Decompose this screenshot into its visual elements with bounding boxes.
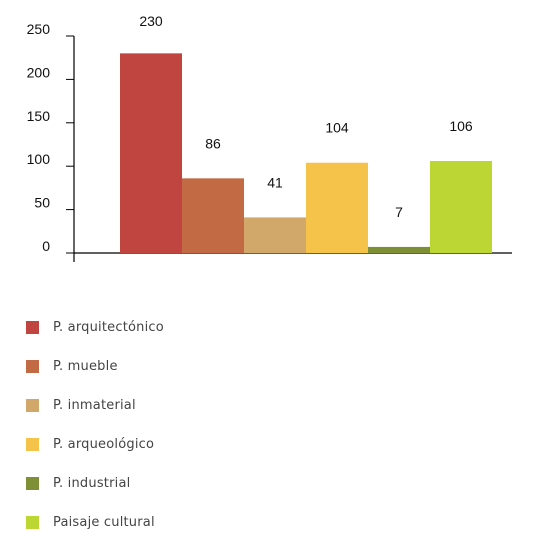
legend-swatch xyxy=(26,516,39,529)
data-label: 230 xyxy=(139,13,163,29)
legend-label: Paisaje cultural xyxy=(53,515,155,530)
legend-swatch xyxy=(26,399,39,412)
y-tick-label: 0 xyxy=(42,238,50,254)
legend-item-industrial: P. industrial xyxy=(26,474,164,493)
legend-label: P. arquitectónico xyxy=(53,320,164,335)
legend-label: P. arqueológico xyxy=(53,437,155,452)
legend-item-paisaje-cultural: Paisaje cultural xyxy=(26,513,164,532)
data-label: 104 xyxy=(325,120,349,136)
y-tick-label: 100 xyxy=(27,151,51,167)
chart-data-labels: 230 86 41 104 7 106 xyxy=(139,13,473,220)
legend-swatch xyxy=(26,360,39,373)
data-label: 7 xyxy=(395,204,403,220)
bar xyxy=(244,217,306,253)
legend-label: P. inmaterial xyxy=(53,398,136,413)
bar xyxy=(306,162,368,253)
bar-chart: 0 50 100 150 200 250 230 86 41 104 7 106 xyxy=(27,13,512,262)
bar xyxy=(182,178,244,253)
legend-swatch xyxy=(26,477,39,490)
data-label: 106 xyxy=(449,118,473,134)
legend-swatch xyxy=(26,321,39,334)
data-label: 86 xyxy=(205,135,221,151)
chart-legend: P. arquitectónico P. mueble P. inmateria… xyxy=(26,318,164,552)
data-label: 41 xyxy=(267,174,283,190)
y-tick-label: 200 xyxy=(27,64,51,80)
legend-label: P. industrial xyxy=(53,476,131,491)
legend-item-arquitectonico: P. arquitectónico xyxy=(26,318,164,337)
legend-item-inmaterial: P. inmaterial xyxy=(26,396,164,415)
legend-item-arqueologico: P. arqueológico xyxy=(26,435,164,454)
bar xyxy=(368,246,430,253)
y-tick-label: 50 xyxy=(34,195,50,211)
y-tick-label: 150 xyxy=(27,108,51,124)
legend-swatch xyxy=(26,438,39,451)
chart-bars xyxy=(120,53,492,253)
bar xyxy=(430,160,492,253)
legend-label: P. mueble xyxy=(53,359,118,374)
y-tick-label: 250 xyxy=(27,21,51,37)
bar xyxy=(120,53,182,253)
legend-item-mueble: P. mueble xyxy=(26,357,164,376)
